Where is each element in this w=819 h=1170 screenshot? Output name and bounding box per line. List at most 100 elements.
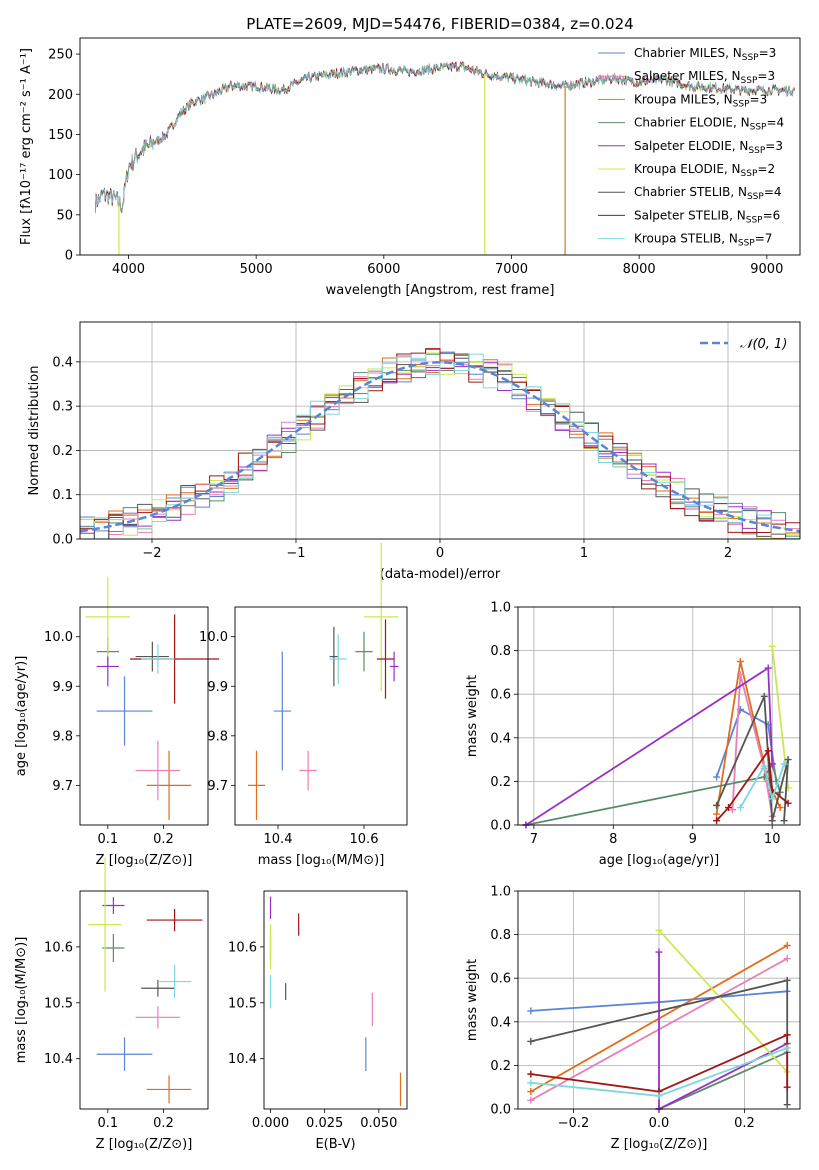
x-axis-label: (data-model)/error: [380, 567, 501, 582]
legend-entry: Salpeter MILES, NSSP=3: [634, 69, 775, 86]
x-tick-label: 2: [724, 546, 732, 561]
weight-marker: [783, 1101, 791, 1109]
panel-residuals: −2 −1 0 1 2 0.0 0.1 0.2 0.3 0.4 (data-model)/error…: [27, 321, 801, 582]
y-tick-label: 0.0: [490, 1103, 511, 1118]
weight-marker: [655, 926, 663, 934]
y-tick-label: 10.4: [44, 1052, 73, 1067]
x-tick-label: 0.2: [734, 1116, 755, 1131]
axes-frame: [234, 606, 408, 826]
panel-mass-vs-ebv: 0.000 0.025 0.050 10.4 10.5 10.6 E(B-V): [228, 890, 408, 1152]
weight-line: [530, 1033, 789, 1093]
y-tick-label: 0.2: [490, 1059, 511, 1074]
weight-marker: [768, 795, 776, 803]
weight-marker: [783, 1044, 791, 1052]
weight-marker: [713, 817, 721, 825]
y-tick-label: 100: [48, 168, 73, 183]
weight-marker: [527, 1079, 535, 1087]
legend-entry: Kroupa STELIB, NSSP=7: [634, 232, 772, 249]
x-tick-label: 0.0: [649, 1116, 670, 1131]
x-tick-label: 0.2: [153, 1116, 174, 1131]
x-tick-label: 9000: [750, 262, 783, 277]
x-tick-label: 6000: [367, 262, 400, 277]
weight-marker: [527, 1037, 535, 1045]
x-tick-label: 4000: [112, 262, 145, 277]
y-tick-label: 0.2: [490, 775, 511, 790]
y-axis-label: mass weight: [465, 959, 480, 1041]
y-tick-label: 10.6: [44, 940, 73, 955]
x-axis-label: age [log₁₀(age/yr)]: [599, 853, 720, 868]
y-axis-label: mass weight: [465, 675, 480, 757]
legend: Chabrier MILES, NSSP=3 Salpeter MILES, NS…: [598, 46, 784, 249]
weight-marker: [783, 1031, 791, 1039]
y-tick-label: 10.4: [228, 1052, 257, 1067]
histograms: [80, 348, 800, 539]
x-tick-label: 8000: [623, 262, 656, 277]
x-tick-label: −0.2: [558, 1116, 590, 1131]
x-tick-label: 0.050: [360, 1116, 397, 1131]
x-axis-label: Z [log₁₀(Z/Z⊙)]: [611, 1137, 708, 1152]
legend-entry: Salpeter ELODIE, NSSP=3: [634, 139, 783, 156]
axes-frame: [517, 606, 801, 826]
y-tick-label: 10.6: [228, 940, 257, 955]
weight-marker: [784, 799, 792, 807]
y-tick-label: 1.0: [490, 601, 511, 616]
x-tick-label: 10.6: [350, 832, 379, 847]
x-tick-label: 1: [580, 546, 588, 561]
weight-line: [525, 761, 781, 826]
legend-entry: Chabrier STELIB, NSSP=4: [634, 185, 782, 202]
x-tick-label: 0: [436, 546, 444, 561]
weight-line: [658, 929, 788, 1073]
weight-marker: [783, 976, 791, 984]
legend-entry: Kroupa MILES, NSSP=3: [634, 92, 767, 109]
y-tick-label: 50: [56, 208, 73, 223]
y-tick-label: 0.4: [490, 731, 511, 746]
weight-marker: [784, 756, 792, 764]
x-tick-label: 10.4: [264, 832, 293, 847]
y-tick-label: 1.0: [490, 885, 511, 900]
x-axis-label: mass [log₁₀(M/M⊙)]: [258, 853, 385, 868]
y-tick-label: 9.9: [207, 680, 228, 695]
panel-weight-vs-Z: −0.2 0.0 0.2 0.0 0.2 0.4 0.6 0.8 1.0 Z [log₁₀(Z/Z…: [465, 885, 801, 1152]
weight-line: [731, 674, 774, 817]
weight-marker: [736, 804, 744, 812]
y-axis-label: age [log₁₀(age/yr)]: [14, 656, 29, 777]
weight-marker: [527, 1007, 535, 1015]
weight-marker: [655, 1092, 663, 1100]
weight-marker: [760, 762, 768, 770]
y-tick-label: 9.9: [52, 680, 73, 695]
y-tick-label: 0.8: [490, 644, 511, 659]
y-tick-label: 9.8: [207, 729, 228, 744]
y-tick-label: 200: [48, 88, 73, 103]
y-tick-label: 0.6: [490, 972, 511, 987]
panel-age-vs-mass: 10.4 10.6 9.7 9.8 9.9 10.0 mass [log₁₀(M/M⊙)]: [199, 542, 408, 868]
weight-marker: [713, 773, 721, 781]
y-axis-label: Normed distribution: [27, 366, 42, 496]
x-axis-label: wavelength [Angstrom, rest frame]: [326, 283, 555, 298]
y-tick-label: 0.6: [490, 688, 511, 703]
y-tick-label: 150: [48, 128, 73, 143]
y-tick-label: 9.7: [52, 779, 73, 794]
y-axis-label: mass [log₁₀(M/M⊙)]: [14, 937, 29, 1064]
weight-marker: [780, 817, 788, 825]
weight-marker: [725, 804, 733, 812]
weight-marker: [764, 664, 772, 672]
weight-marker: [760, 692, 768, 700]
y-axis-label: Flux [fλ10⁻¹⁷ erg cm⁻² s⁻¹ A⁻¹]: [19, 48, 34, 245]
x-tick-label: −2: [142, 546, 161, 561]
panel-weight-vs-age: 7 8 9 10 0.0 0.2 0.4 0.6 0.8 1.0 age [log₁₀(age/yr…: [465, 601, 801, 868]
legend-entry: Chabrier MILES, NSSP=3: [634, 46, 776, 63]
weight-marker: [768, 642, 776, 650]
panel-mass-vs-Z: 0.1 0.2 10.4 10.5 10.6 Z [log₁₀(Z/Z⊙)] mass [l…: [14, 857, 209, 1152]
y-tick-label: 0.4: [52, 355, 73, 370]
axes-frame: [263, 890, 408, 1110]
y-tick-label: 0.0: [490, 819, 511, 834]
y-tick-label: 250: [48, 48, 73, 63]
y-tick-label: 10.5: [44, 996, 73, 1011]
y-tick-label: 10.0: [44, 630, 73, 645]
weight-marker: [713, 801, 721, 809]
axes-frame: [79, 606, 209, 826]
x-tick-label: 0.000: [252, 1116, 289, 1131]
histogram-series: [80, 348, 800, 533]
weight-marker: [736, 671, 744, 679]
legend-entry: Salpeter STELIB, NSSP=6: [634, 208, 780, 225]
